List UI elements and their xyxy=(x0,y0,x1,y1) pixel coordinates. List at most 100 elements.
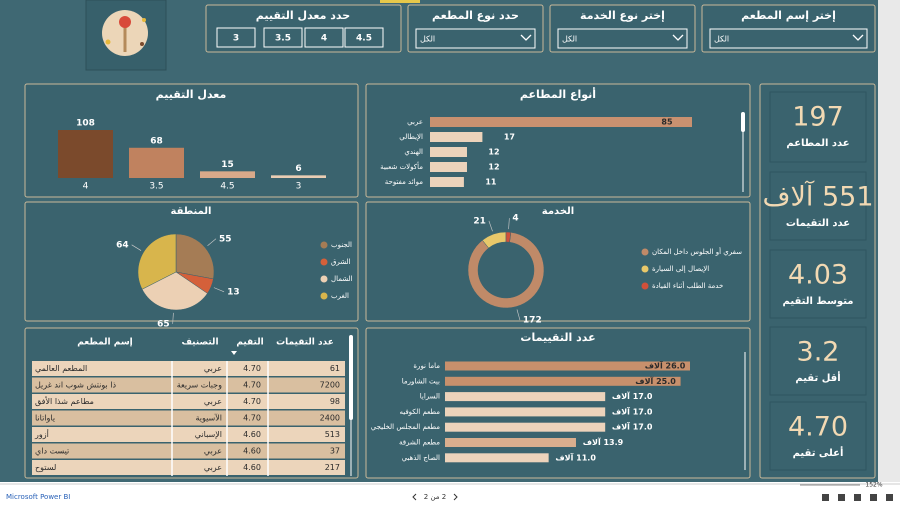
value-label: 4 xyxy=(512,214,518,224)
slicer-dropdown[interactable] xyxy=(415,28,536,49)
share-icon[interactable] xyxy=(838,494,845,501)
logo-dot xyxy=(105,39,111,45)
value-label: 11.0 آلاف xyxy=(555,452,596,462)
kpi-value: 197 xyxy=(792,102,844,133)
bar xyxy=(430,132,483,142)
table-row xyxy=(32,460,345,475)
rating-button[interactable] xyxy=(304,27,344,48)
category-label: 4 xyxy=(83,182,89,192)
value-label: 17.0 آلاف xyxy=(612,406,653,416)
rating-option: 4 xyxy=(321,34,327,44)
value-label: 68 xyxy=(150,136,163,146)
rating-option: 4.5 xyxy=(356,34,372,44)
bar xyxy=(430,117,692,127)
category-label: مطعم المجلس الخليجي xyxy=(371,423,440,431)
table-header: عدد التقيمات xyxy=(276,338,334,348)
table-cell: 4.60 xyxy=(243,430,261,439)
category-label: 3 xyxy=(296,182,302,192)
bar xyxy=(430,147,467,157)
kpi-label: متوسط التقيم xyxy=(783,296,854,307)
rating-button[interactable] xyxy=(216,27,256,48)
leader-line xyxy=(213,287,225,293)
value-label: 13 xyxy=(227,287,240,297)
legend-marker xyxy=(320,292,328,300)
slice xyxy=(505,231,512,243)
kpi-card xyxy=(769,326,867,396)
category-label: مأكولات شعبية xyxy=(380,161,423,171)
legend-label: الشرق xyxy=(331,258,351,266)
value-label: 65 xyxy=(157,319,170,329)
table-cell: 37 xyxy=(330,447,340,456)
category-label: مطعم الكوفيه xyxy=(399,408,440,416)
slicer-value: الكل xyxy=(714,35,729,44)
value-label: 17.0 آلاف xyxy=(612,391,653,401)
table-cell: 98 xyxy=(330,397,340,406)
legend-label: سفري أو الجلوس داخل المكان xyxy=(652,247,742,256)
legend-label: الشمال xyxy=(331,275,353,283)
kpi-label: أقل تقيم xyxy=(795,371,840,384)
bar xyxy=(445,376,681,386)
footer-bar xyxy=(0,484,900,506)
bar xyxy=(445,453,549,463)
value-label: 26.0 آلاف xyxy=(645,361,686,371)
table-cell: عربي xyxy=(204,364,222,373)
leader-line xyxy=(207,238,217,247)
page-prev[interactable] xyxy=(412,493,417,501)
value-label: 11 xyxy=(485,178,497,187)
page-next[interactable] xyxy=(453,493,458,501)
category-label: عربي xyxy=(407,118,423,126)
share-icon[interactable] xyxy=(870,494,877,501)
value-label: 12 xyxy=(488,148,499,157)
bar xyxy=(445,361,690,371)
table-row xyxy=(32,410,345,426)
bar xyxy=(445,438,576,447)
bar xyxy=(271,175,326,178)
table-cell: 2400 xyxy=(320,414,340,423)
legend-label: الغرب xyxy=(331,292,349,300)
table-header: التصنيف xyxy=(181,338,218,348)
value-label: 21 xyxy=(473,216,486,226)
footer-page: 2 من 2 xyxy=(424,493,446,501)
chart-title: معدل التقييم xyxy=(156,88,227,101)
share-icon[interactable] xyxy=(886,494,893,501)
leader-line xyxy=(508,218,510,230)
bar xyxy=(129,147,184,178)
rating-button[interactable] xyxy=(344,27,384,48)
slicer-dropdown[interactable] xyxy=(557,28,688,49)
share-icon[interactable] xyxy=(822,494,829,501)
rating-button[interactable] xyxy=(263,27,303,48)
share-icon[interactable] xyxy=(854,494,861,501)
value-label: 17 xyxy=(504,133,515,142)
chevron xyxy=(520,34,532,41)
slicer-dropdown[interactable] xyxy=(709,28,868,49)
table-row xyxy=(32,361,345,376)
table-cell: 4.70 xyxy=(243,381,261,390)
value-label: 13.9 آلاف xyxy=(583,437,624,447)
table-cell: ياواتانا xyxy=(35,414,55,423)
table-cell: تيست داي xyxy=(35,447,69,456)
kpi-value: 551 آلاف xyxy=(762,181,873,213)
table-cell: 7200 xyxy=(320,381,340,390)
chart-title: الخدمة xyxy=(542,206,574,217)
table-row xyxy=(32,394,345,409)
footer-brand: Microsoft Power BI xyxy=(6,493,70,501)
value-label: 108 xyxy=(76,119,95,129)
table-cell: 61 xyxy=(330,364,340,373)
table-cell: لستوح xyxy=(35,463,56,472)
kpi-value: 3.2 xyxy=(797,337,840,368)
logo-dot xyxy=(142,18,146,22)
category-label: الصاج الذهبي xyxy=(402,454,440,462)
legend-label: الإيصال إلى السيارة xyxy=(652,265,709,273)
value-label: 85 xyxy=(661,118,673,127)
footer-zoom: 152% xyxy=(865,482,882,489)
value-label: 172 xyxy=(523,316,542,326)
leader-line xyxy=(488,220,493,232)
category-label: 3.5 xyxy=(149,182,163,192)
chart-title: المنطقة xyxy=(171,206,212,217)
table-cell: ذا بونتش شوب اند غريل xyxy=(35,381,116,390)
kpi-value: 4.03 xyxy=(788,260,848,291)
slice xyxy=(467,232,545,309)
panel xyxy=(365,201,751,322)
